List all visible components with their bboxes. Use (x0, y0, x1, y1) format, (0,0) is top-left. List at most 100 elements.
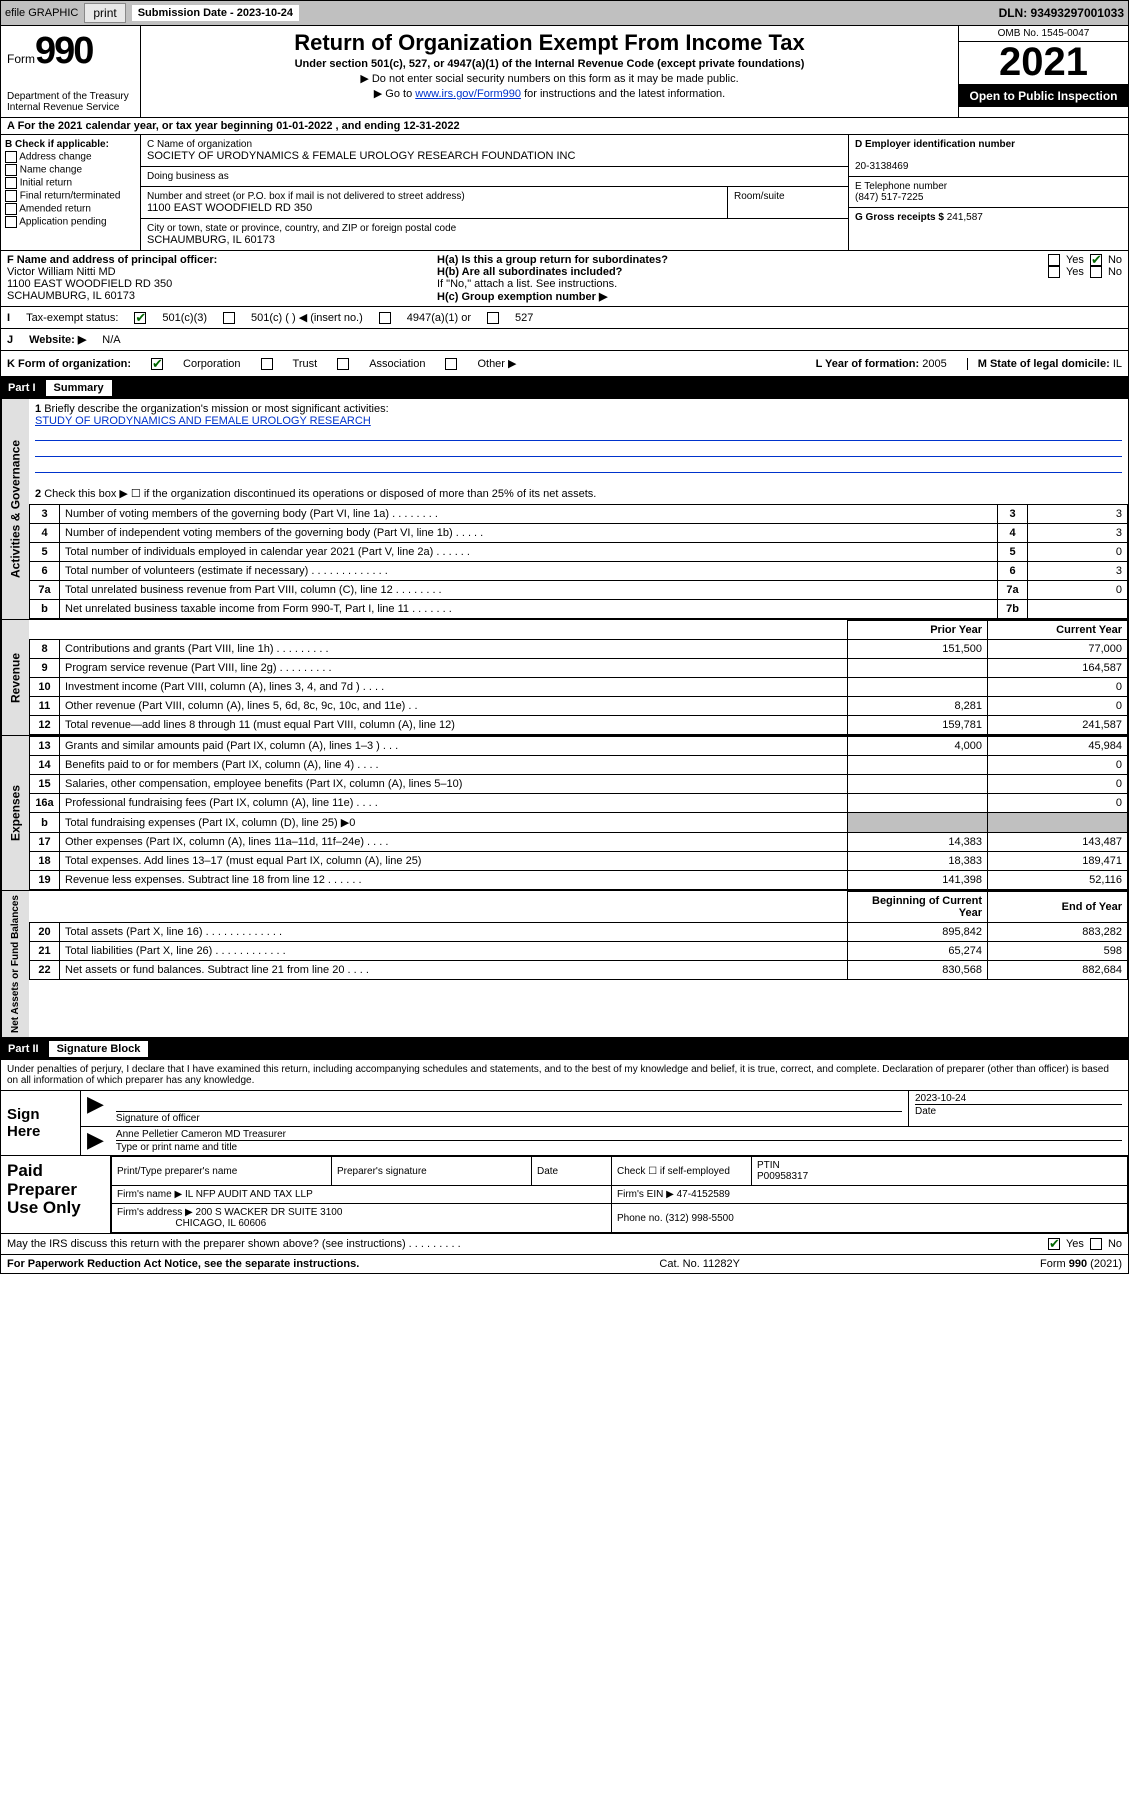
prior-year-value: 8,281 (848, 697, 988, 716)
row-desc: Total unrelated business revenue from Pa… (60, 581, 998, 600)
discuss-question: May the IRS discuss this return with the… (7, 1238, 461, 1250)
hb-no-label: No (1108, 266, 1122, 278)
initial-checkbox[interactable] (5, 177, 17, 189)
current-year-value: 882,684 (988, 961, 1128, 980)
discuss-yes-label: Yes (1066, 1238, 1084, 1250)
j-label: J (7, 334, 13, 346)
part2-subtitle: Signature Block (49, 1041, 149, 1057)
org-name-value: SOCIETY OF URODYNAMICS & FEMALE UROLOGY … (147, 150, 842, 162)
ha-question: H(a) Is this a group return for subordin… (437, 254, 668, 266)
other-checkbox[interactable] (445, 358, 457, 370)
footer-form-num: 990 (1069, 1258, 1087, 1270)
name-change-checkbox[interactable] (5, 164, 17, 176)
firm-addr2: CHICAGO, IL 60606 (175, 1218, 266, 1229)
501c3-checkbox[interactable] (134, 312, 146, 324)
name-title-label: Type or print name and title (116, 1140, 1122, 1153)
row-num: 13 (30, 737, 60, 756)
hb-no-checkbox[interactable] (1090, 266, 1102, 278)
current-year-value: 0 (988, 678, 1128, 697)
irs-label: Internal Revenue Service (7, 102, 134, 113)
discuss-yes-checkbox[interactable] (1048, 1238, 1060, 1250)
corp-checkbox[interactable] (151, 358, 163, 370)
phone-value: (847) 517-7225 (855, 192, 923, 203)
city-label: City or town, state or province, country… (147, 223, 842, 234)
row-desc: Other revenue (Part VIII, column (A), li… (60, 697, 848, 716)
table-row: 21 Total liabilities (Part X, line 26) .… (30, 942, 1128, 961)
print-button[interactable]: print (84, 3, 125, 23)
officer-name: Victor William Nitti MD (7, 266, 116, 278)
website-value: N/A (102, 334, 120, 346)
table-row: 15 Salaries, other compensation, employe… (30, 775, 1128, 794)
prior-year-value (848, 678, 988, 697)
ein-value: 20-3138469 (855, 161, 908, 172)
row-num: b (30, 600, 60, 619)
527-checkbox[interactable] (487, 312, 499, 324)
assoc-checkbox[interactable] (337, 358, 349, 370)
row-amt: 0 (1028, 581, 1128, 600)
current-year-value: 189,471 (988, 852, 1128, 871)
part1-subtitle: Summary (46, 380, 112, 396)
governance-section: Activities & Governance 1 Briefly descri… (0, 399, 1129, 620)
amended-checkbox[interactable] (5, 203, 17, 215)
period-text: A For the 2021 calendar year, or tax yea… (7, 120, 460, 132)
4947-checkbox[interactable] (379, 312, 391, 324)
goto-note: ▶ Go to www.irs.gov/Form990 for instruct… (149, 87, 950, 100)
prep-sig-label: Preparer's signature (332, 1157, 532, 1186)
row-f-h: F Name and address of principal officer:… (0, 251, 1129, 307)
tax-period-line: A For the 2021 calendar year, or tax yea… (0, 118, 1129, 135)
website-label: Website: ▶ (29, 333, 86, 346)
row-desc: Net unrelated business taxable income fr… (60, 600, 998, 619)
final-checkbox[interactable] (5, 190, 17, 202)
expenses-table: 13 Grants and similar amounts paid (Part… (29, 736, 1128, 890)
prior-year-value: 151,500 (848, 640, 988, 659)
ha-no-checkbox[interactable] (1090, 254, 1102, 266)
addr-change-checkbox[interactable] (5, 151, 17, 163)
hb-yes-checkbox[interactable] (1048, 266, 1060, 278)
mission-block: 1 Briefly describe the organization's mi… (29, 399, 1128, 504)
col-b-header: B Check if applicable: (5, 139, 109, 150)
527-label: 527 (515, 312, 533, 324)
current-year-value: 598 (988, 942, 1128, 961)
table-row: 20 Total assets (Part X, line 16) . . . … (30, 923, 1128, 942)
row-num: 12 (30, 716, 60, 735)
room-suite-label: Room/suite (728, 187, 848, 218)
app-pending-checkbox[interactable] (5, 216, 17, 228)
prior-year-value: 65,274 (848, 942, 988, 961)
501c-other-checkbox[interactable] (223, 312, 235, 324)
netassets-table: Beginning of Current Year End of Year20 … (29, 891, 1128, 980)
expenses-section: Expenses 13 Grants and similar amounts p… (0, 736, 1129, 891)
irs-link[interactable]: www.irs.gov/Form990 (415, 88, 521, 100)
discuss-row: May the IRS discuss this return with the… (0, 1234, 1129, 1255)
row-desc: Total number of volunteers (estimate if … (60, 562, 998, 581)
row-num: 5 (30, 543, 60, 562)
trust-checkbox[interactable] (261, 358, 273, 370)
current-year-value: 143,487 (988, 833, 1128, 852)
row-desc: Contributions and grants (Part VIII, lin… (60, 640, 848, 659)
trust-label: Trust (293, 358, 318, 370)
open-inspection: Open to Public Inspection (959, 85, 1128, 107)
ssn-note: ▶ Do not enter social security numbers o… (149, 72, 950, 85)
footer-left: For Paperwork Reduction Act Notice, see … (7, 1258, 359, 1270)
prior-year-value (848, 756, 988, 775)
ha-yes-checkbox[interactable] (1048, 254, 1060, 266)
column-c: C Name of organization SOCIETY OF URODYN… (141, 135, 848, 250)
form-number: 990 (35, 30, 92, 73)
sign-here-label: Sign Here (1, 1091, 81, 1155)
current-year-value: 45,984 (988, 737, 1128, 756)
ha-no-label: No (1108, 254, 1122, 266)
sign-date-value: 2023-10-24 (915, 1093, 1122, 1104)
row-desc: Benefits paid to or for members (Part IX… (60, 756, 848, 775)
501c3-label: 501(c)(3) (162, 312, 207, 324)
governance-table: 3 Number of voting members of the govern… (29, 504, 1128, 619)
row-desc: Number of independent voting members of … (60, 524, 998, 543)
table-row: b Net unrelated business taxable income … (30, 600, 1128, 619)
row-desc: Program service revenue (Part VIII, line… (60, 659, 848, 678)
sig-officer-label: Signature of officer (116, 1111, 902, 1124)
table-row: b Total fundraising expenses (Part IX, c… (30, 813, 1128, 833)
row-desc: Total number of individuals employed in … (60, 543, 998, 562)
prep-print-label: Print/Type preparer's name (112, 1157, 332, 1186)
discuss-no-checkbox[interactable] (1090, 1238, 1102, 1250)
row-klm: K Form of organization: Corporation Trus… (0, 351, 1129, 377)
form-word: Form (7, 52, 35, 66)
row-desc: Total liabilities (Part X, line 26) . . … (60, 942, 848, 961)
